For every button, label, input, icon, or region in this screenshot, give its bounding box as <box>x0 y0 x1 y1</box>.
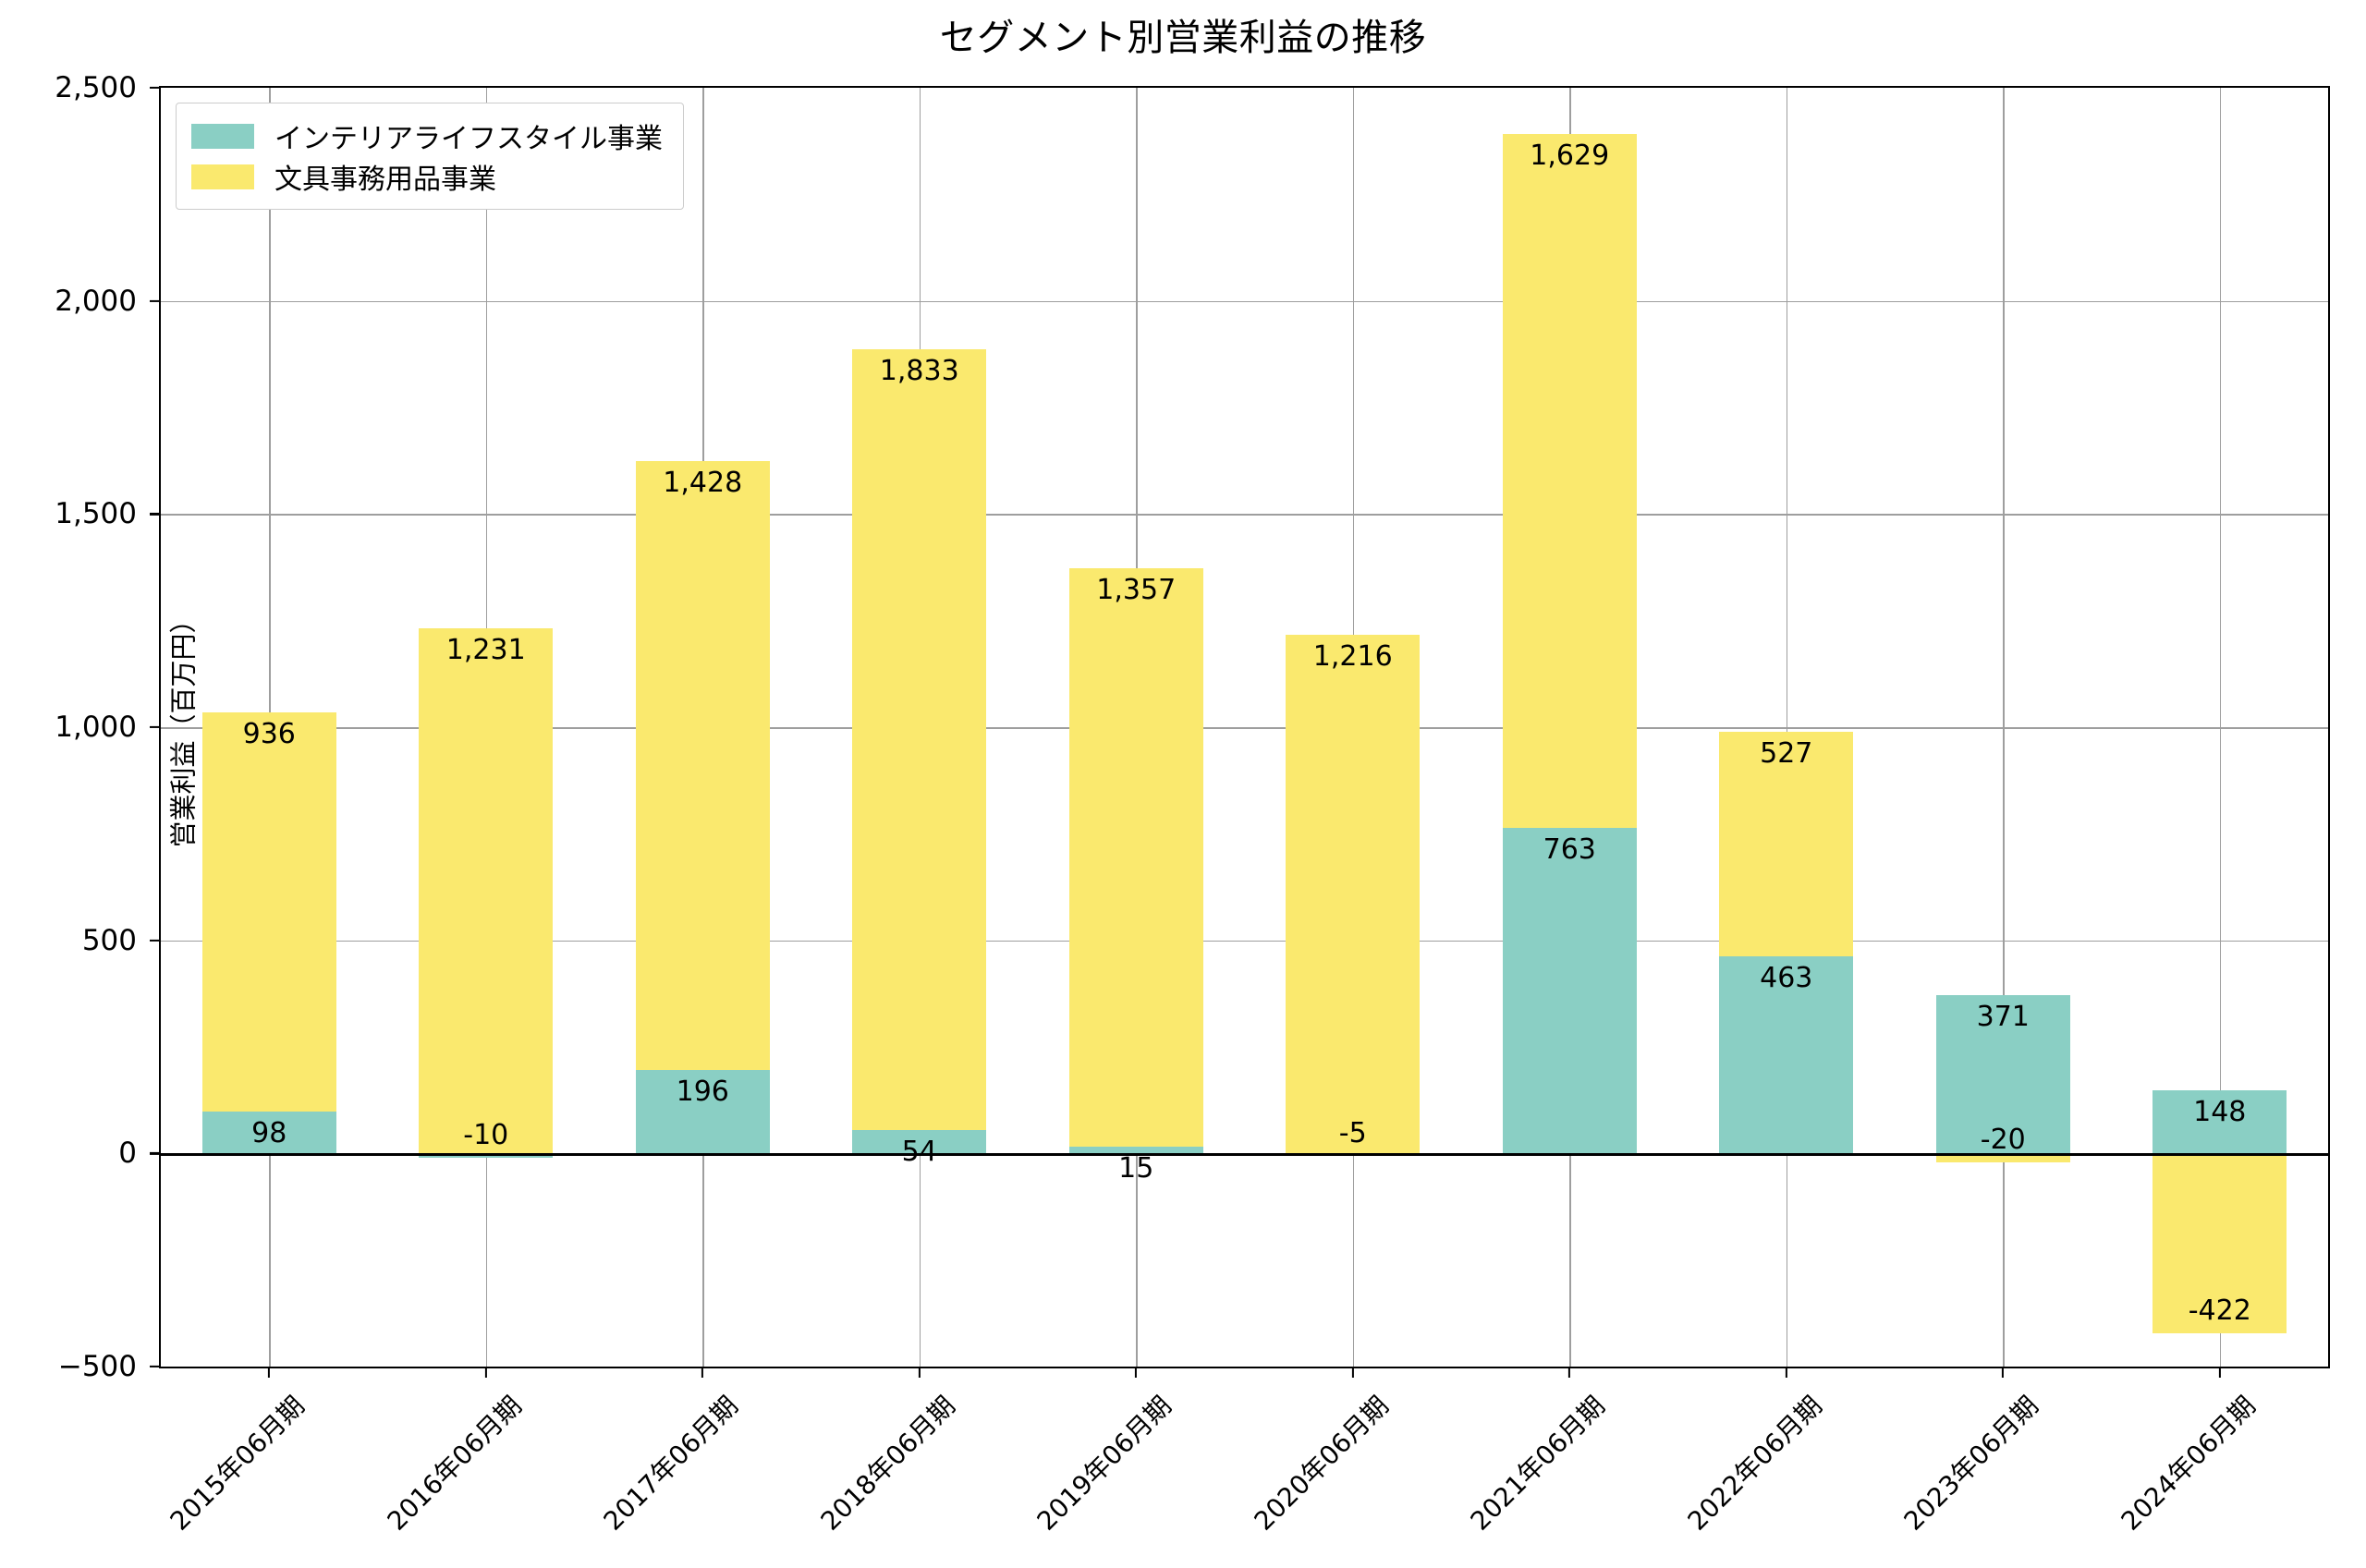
x-axis-tick-label: 2016年06月期 <box>381 1390 528 1537</box>
x-axis-tick-label: 2019年06月期 <box>1031 1390 1178 1537</box>
bar-segment-stationery[interactable] <box>1935 1153 2070 1162</box>
bar-segment-interior[interactable] <box>1068 1147 1203 1154</box>
y-axis-tick-label: 2,000 <box>55 284 137 318</box>
y-axis-tick-mark <box>150 1152 161 1155</box>
y-axis-tick-label: 2,500 <box>55 71 137 104</box>
bar-segment-interior[interactable] <box>1502 828 1637 1154</box>
legend-swatch-icon <box>191 123 254 149</box>
x-axis-tick-mark <box>2002 1367 2005 1378</box>
plot-area: 98 936 -10 1,231 196 1,428 54 1,833 15 1,357 -5 1,2… <box>55 71 2330 1537</box>
y-axis-tick-mark <box>150 939 161 942</box>
bar-segment-stationery[interactable] <box>201 712 336 1112</box>
gridline-horizontal <box>161 940 2328 942</box>
bar-segment-stationery[interactable] <box>2153 1153 2287 1333</box>
bar-segment-stationery[interactable] <box>1502 133 1637 829</box>
bar-segment-stationery[interactable] <box>635 461 770 1070</box>
y-axis-tick-label: 1,500 <box>55 497 137 531</box>
chart-legend: インテリアライフスタイル事業 文具事務用品事業 <box>176 103 684 210</box>
x-axis-tick-mark <box>1351 1367 1354 1378</box>
legend-item-label: 文具事務用品事業 <box>274 164 496 196</box>
y-axis-tick-label: 500 <box>81 923 137 957</box>
gridline-vertical <box>2003 88 2005 1367</box>
x-axis-tick-mark <box>1785 1367 1787 1378</box>
x-axis-tick-label: 2021年06月期 <box>1464 1390 1612 1537</box>
y-axis-tick-label: −500 <box>57 1350 137 1383</box>
x-axis-tick-mark <box>268 1367 271 1378</box>
x-axis-tick-mark <box>484 1367 487 1378</box>
y-axis-tick-mark <box>150 1365 161 1368</box>
gridline-horizontal <box>161 300 2328 303</box>
bar-segment-stationery[interactable] <box>1286 635 1421 1154</box>
legend-item[interactable]: 文具事務用品事業 <box>191 156 663 197</box>
bar-segment-stationery[interactable] <box>1068 568 1203 1148</box>
y-axis-tick-mark <box>150 86 161 90</box>
bar-segment-interior[interactable] <box>852 1130 987 1154</box>
x-axis-tick-mark <box>1135 1367 1138 1378</box>
x-axis-tick-label: 2024年06月期 <box>2115 1390 2262 1537</box>
y-axis-tick-label: 0 <box>118 1136 137 1171</box>
x-axis-tick-label: 2022年06月期 <box>1681 1390 1828 1537</box>
gridline-horizontal <box>161 727 2328 729</box>
gridline-vertical <box>2219 88 2222 1367</box>
x-axis-tick-label: 2015年06月期 <box>164 1390 311 1537</box>
bar-segment-stationery[interactable] <box>852 348 987 1131</box>
bar-segment-interior[interactable] <box>2153 1090 2287 1154</box>
legend-item-label: インテリアライフスタイル事業 <box>274 123 663 155</box>
bar-segment-interior[interactable] <box>1719 955 1854 1154</box>
zero-baseline <box>161 1153 2328 1156</box>
x-axis-tick-label: 2018年06月期 <box>814 1390 961 1537</box>
y-axis-label: 営業利益（百万円） <box>167 606 200 848</box>
bar-segment-interior[interactable] <box>635 1069 770 1154</box>
gridline-vertical <box>1786 88 1788 1367</box>
bar-segment-interior[interactable] <box>201 1112 336 1154</box>
y-axis-tick-label: 1,000 <box>55 711 137 744</box>
x-axis-tick-label: 2017年06月期 <box>597 1390 745 1537</box>
y-axis-tick-mark <box>150 725 161 729</box>
page-title: セグメント別営業利益の推移 <box>939 17 1427 59</box>
legend-swatch-icon <box>191 164 254 189</box>
gridline-horizontal <box>161 514 2328 516</box>
legend-item[interactable]: インテリアライフスタイル事業 <box>191 115 663 156</box>
x-axis-tick-mark <box>918 1367 921 1378</box>
bar-segment-stationery[interactable] <box>1719 731 1854 956</box>
bar-segment-stationery[interactable] <box>419 628 554 1154</box>
x-axis-tick-mark <box>1568 1367 1571 1378</box>
x-axis-tick-label: 2023年06月期 <box>1897 1390 2045 1537</box>
y-axis-tick-mark <box>150 299 161 302</box>
bar-segment-interior[interactable] <box>1935 995 2070 1154</box>
x-axis-tick-mark <box>2218 1367 2221 1378</box>
x-axis-tick-mark <box>701 1367 704 1378</box>
y-axis-tick-mark <box>150 513 161 516</box>
x-axis-tick-label: 2020年06月期 <box>1248 1390 1395 1537</box>
